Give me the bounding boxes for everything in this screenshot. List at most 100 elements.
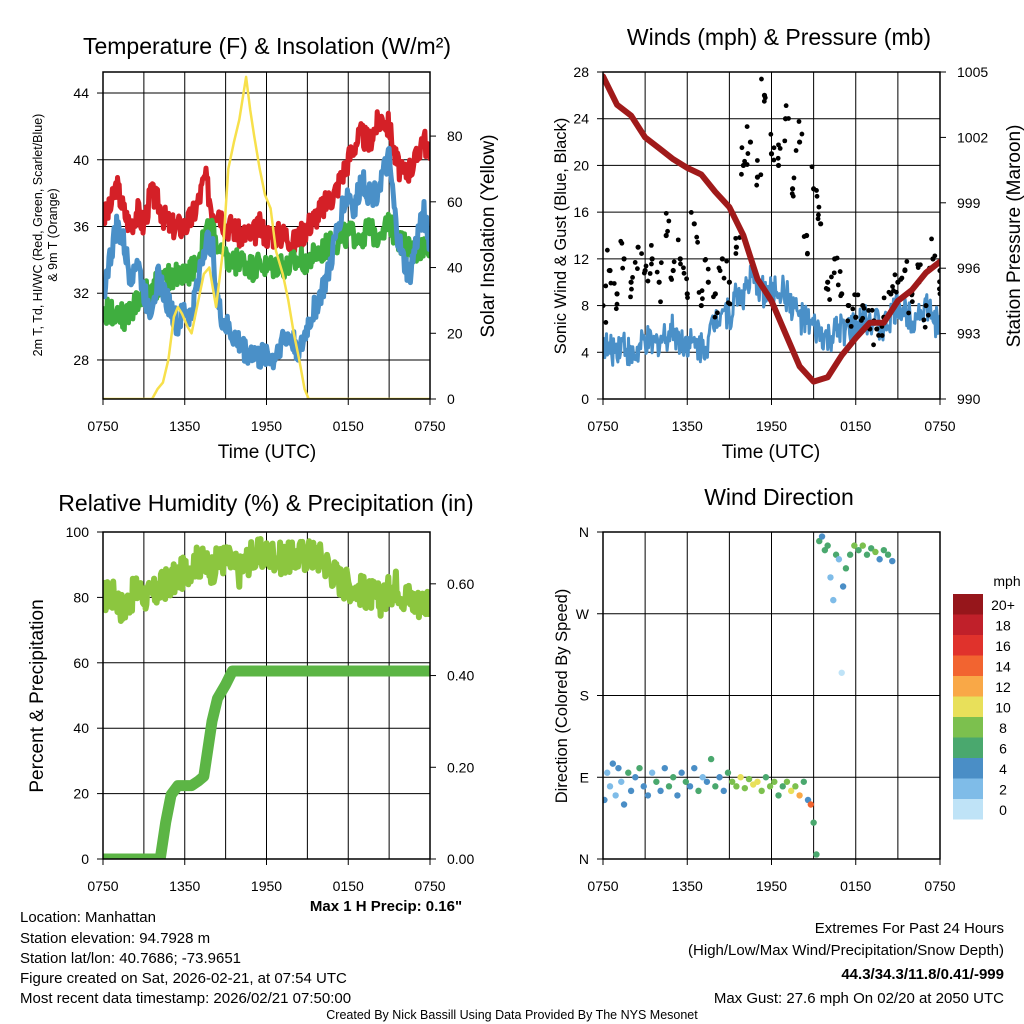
- legend-swatch-14: [953, 655, 983, 676]
- wind-series-gust-point: [906, 310, 912, 316]
- wind-series-gust-point: [658, 260, 664, 266]
- wind-x-axis-title: Time (UTC): [722, 442, 821, 463]
- wind-series-gust-point: [747, 139, 754, 145]
- wind-y-tick-label: 16: [573, 204, 589, 220]
- temperature-x-tick-label: 0750: [87, 418, 118, 434]
- wind-series-gust-point: [775, 155, 781, 161]
- direction-point: [813, 851, 820, 858]
- direction-point: [716, 774, 723, 781]
- wind-series-gust-point: [915, 265, 921, 270]
- wind-series-gust-point: [663, 210, 669, 216]
- wind-x-tick-label: 1350: [672, 418, 703, 434]
- direction-chart-title: Wind Direction: [704, 484, 854, 510]
- wind-series-gust-point: [668, 275, 674, 281]
- extremes-heading: Extremes For Past 24 Hours: [815, 920, 1004, 937]
- legend-title: mph: [993, 573, 1020, 589]
- temperature-plot: 0750 1350 1950 0150 0750 28 32 36 40 44 0 20 40 60 80: [73, 71, 463, 434]
- wind-speed-legend: mph 20+ 18 16 14 12 10 8 6 4 2 0: [953, 573, 1021, 820]
- wind-series-gust-point: [786, 116, 791, 121]
- wind-y-right-tick-label: 996: [957, 260, 981, 276]
- humidity-series-relative-humidity-line: [103, 536, 430, 624]
- direction-point: [618, 778, 625, 785]
- wind-series-gust-point: [665, 228, 670, 234]
- direction-point: [851, 542, 858, 549]
- direction-point: [884, 551, 892, 558]
- wind-series-gust-point: [663, 232, 669, 239]
- wind-series-gust-point: [694, 234, 700, 240]
- humidity-x-tick-label: 0750: [87, 878, 118, 894]
- direction-point: [653, 778, 660, 785]
- wind-series-gust-point: [848, 323, 854, 329]
- wind-series-gust-point: [656, 279, 662, 285]
- wind-series-gust-point: [771, 157, 777, 163]
- humidity-y-tick-label: 80: [73, 589, 89, 605]
- temperature-x-tick-label: 1950: [251, 418, 282, 434]
- direction-point: [603, 796, 608, 804]
- wind-series-gust-point: [629, 286, 634, 292]
- temperature-y-tick-label: 44: [73, 85, 89, 101]
- legend-label: 8: [999, 720, 1007, 736]
- humidity-y-tick-label: 20: [73, 786, 89, 802]
- wind-series-gust-point: [816, 204, 822, 210]
- direction-point: [678, 769, 685, 776]
- max-precip-annotation: Max 1 H Precip: 0.16": [310, 898, 462, 915]
- temperature-x-tick-label: 1350: [169, 418, 200, 434]
- wind-y-tick-label: 0: [581, 391, 589, 407]
- direction-point: [665, 783, 673, 790]
- humidity-x-tick-label: 1950: [251, 878, 282, 894]
- wind-series-gust-point: [909, 299, 915, 305]
- wind-series-gust-point: [705, 266, 711, 272]
- legend-label: 14: [995, 659, 1011, 675]
- direction-point: [699, 774, 706, 781]
- humidity-y-tick-label: 100: [66, 524, 90, 540]
- direction-x-tick-label: 0150: [840, 878, 871, 894]
- direction-point: [741, 784, 749, 792]
- wind-series-gust-point: [796, 119, 802, 124]
- legend-label: 0: [999, 802, 1007, 818]
- wind-series-gust-point: [904, 259, 910, 264]
- wind-series-gust-point: [805, 250, 810, 256]
- direction-point: [839, 583, 847, 590]
- direction-point: [863, 551, 871, 558]
- max-gust-text: Max Gust: 27.6 mph On 02/20 at 2050 UTC: [714, 990, 1004, 1007]
- direction-point: [867, 545, 875, 552]
- wind-series-gust-point: [675, 237, 681, 243]
- wind-series-gust-point: [809, 164, 815, 170]
- temperature-y-tick-label: 40: [73, 152, 89, 168]
- wind-y-tick-label: 28: [573, 64, 589, 80]
- direction-point: [640, 783, 647, 790]
- wind-series-gust-point: [724, 258, 730, 264]
- wind-series-gust-point: [929, 236, 934, 242]
- wind-series-gust-point: [733, 251, 739, 256]
- wind-series-gust-point: [649, 256, 655, 262]
- wind-series-gust-point: [726, 279, 732, 285]
- wind-series-gust-point: [791, 175, 797, 181]
- temperature-y-right-tick-label: 40: [447, 260, 463, 276]
- direction-point: [876, 556, 883, 563]
- wind-y-right-tick-label: 999: [957, 195, 981, 211]
- wind-series-gust-point: [711, 294, 716, 300]
- wind-series-gust-point: [649, 261, 654, 267]
- legend-label: 2: [999, 782, 1007, 798]
- direction-point: [758, 787, 765, 795]
- wind-series-gust-point: [691, 221, 697, 227]
- wind-series-gust-point: [696, 290, 702, 295]
- temperature-series-group: [103, 75, 430, 399]
- wind-series-gust-point: [816, 212, 821, 218]
- humidity-y-axis-title: Percent & Precipitation: [27, 599, 48, 792]
- wind-series-gust-point: [739, 145, 745, 151]
- location-text: Location: Manhattan: [20, 909, 156, 926]
- wind-series-gust-point: [643, 263, 649, 269]
- wind-y-right-tick-label: 1005: [957, 64, 988, 80]
- legend-swatch-8: [953, 717, 983, 738]
- wind-series-gust-point: [837, 269, 843, 274]
- wind-series-gust-point: [831, 270, 837, 276]
- direction-plot-frame: [602, 531, 941, 860]
- station-info: Location: Manhattan Station elevation: 9…: [20, 909, 351, 1007]
- direction-plot: 0750 1350 1950 0150 0750 N E S W N: [576, 524, 956, 894]
- wind-series-gust-point: [695, 239, 701, 245]
- wind-series-gust-point: [714, 310, 720, 316]
- legend-label: 18: [995, 618, 1011, 634]
- direction-point: [691, 764, 698, 772]
- direction-point: [787, 787, 795, 795]
